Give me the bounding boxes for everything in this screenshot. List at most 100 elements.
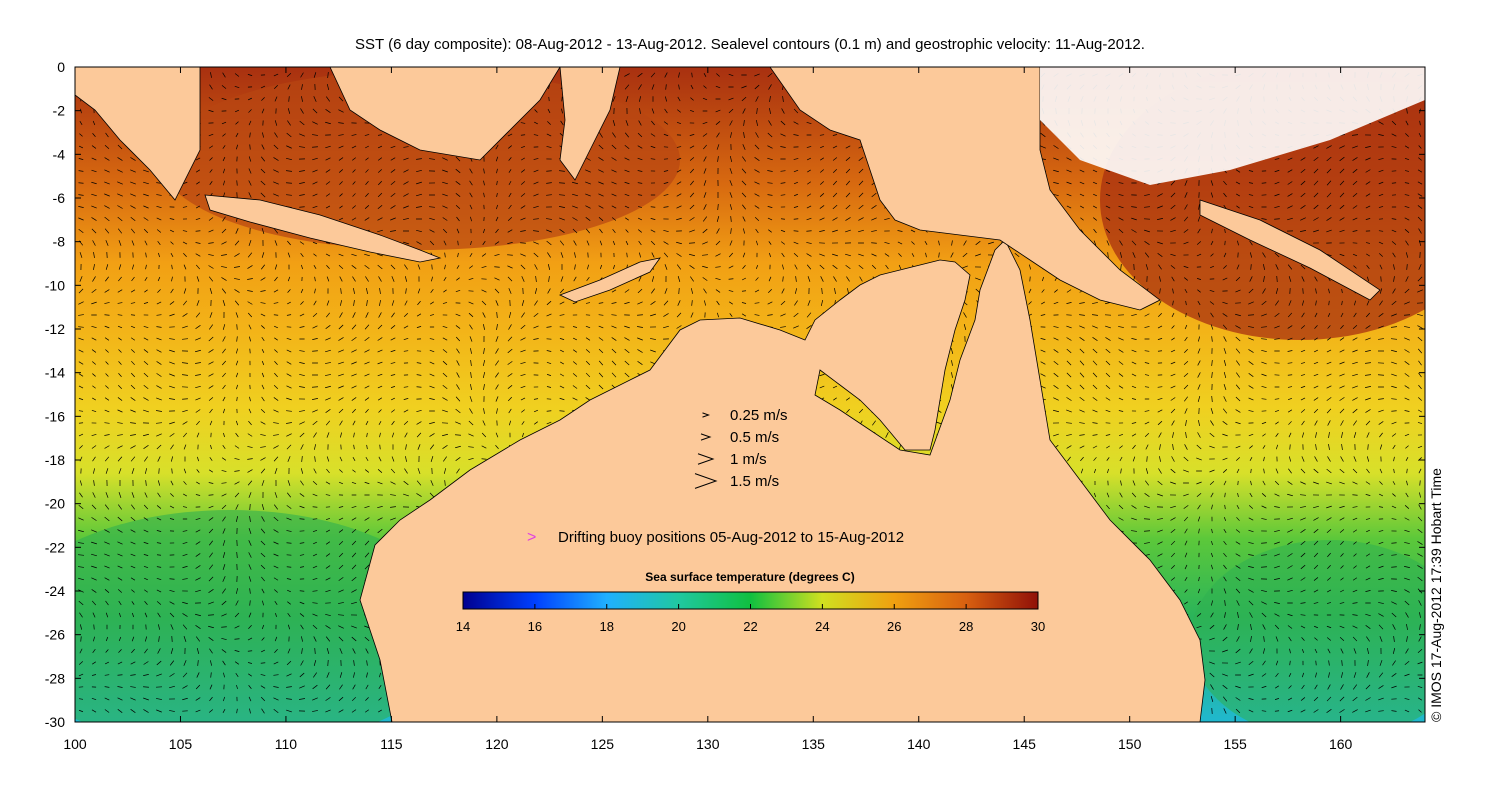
velocity-arrow (1157, 541, 1163, 545)
velocity-arrow (169, 589, 175, 593)
velocity-arrow (143, 433, 149, 437)
velocity-arrow (117, 216, 123, 222)
velocity-arrow (1339, 180, 1345, 186)
velocity-arrow (130, 409, 136, 413)
velocity-arrow (105, 240, 109, 246)
velocity-arrow (1092, 434, 1098, 436)
velocity-arrow (689, 168, 695, 174)
velocity-arrow (338, 253, 344, 257)
velocity-arrow (1300, 397, 1306, 401)
velocity-arrow (208, 109, 214, 113)
velocity-arrow (390, 230, 396, 232)
velocity-arrow (117, 157, 123, 161)
velocity-arrow (1248, 554, 1254, 556)
velocity-arrow (455, 408, 461, 414)
velocity-arrow (637, 72, 643, 78)
velocity-arrow (1131, 517, 1137, 521)
velocity-arrow (209, 181, 213, 185)
velocity-arrow (611, 314, 617, 316)
velocity-arrow (1157, 529, 1163, 533)
velocity-arrow (496, 323, 498, 331)
velocity-arrow (507, 276, 513, 282)
velocity-arrow (325, 553, 331, 557)
velocity-arrow (364, 134, 370, 136)
velocity-arrow (312, 205, 318, 209)
velocity-arrow (1313, 397, 1319, 401)
velocity-arrow (351, 336, 357, 342)
velocity-arrow (1313, 204, 1319, 210)
velocity-arrow (1339, 217, 1345, 221)
velocity-arrow (236, 551, 238, 559)
velocity-arrow (858, 192, 864, 198)
velocity-arrow (611, 157, 617, 161)
velocity-arrow (585, 193, 591, 197)
velocity-arrow (405, 276, 407, 282)
velocity-arrow (1378, 158, 1384, 160)
velocity-arrow (364, 397, 370, 401)
velocity-arrow (1287, 625, 1293, 629)
velocity-arrow (117, 169, 123, 173)
velocity-arrow (1223, 552, 1227, 558)
velocity-arrow (364, 528, 370, 534)
velocity-arrow (143, 529, 149, 533)
velocity-arrow (1365, 518, 1371, 520)
velocity-arrow (1066, 434, 1072, 436)
velocity-arrow (522, 432, 524, 438)
velocity-arrow (338, 529, 344, 533)
velocity-arrow (1406, 636, 1408, 642)
velocity-arrow (455, 396, 461, 402)
velocity-arrow (1352, 217, 1358, 221)
velocity-arrow (742, 156, 746, 162)
velocity-arrow (234, 300, 240, 306)
velocity-arrow (325, 565, 331, 569)
velocity-arrow (364, 145, 370, 149)
velocity-arrow (235, 372, 239, 378)
velocity-arrow (859, 276, 863, 282)
velocity-arrow (143, 445, 149, 449)
velocity-arrow (169, 338, 175, 340)
velocity-arrow (1105, 205, 1111, 209)
velocity-arrow (950, 252, 954, 258)
velocity-arrow (156, 205, 162, 209)
velocity-arrow (236, 396, 238, 402)
velocity-arrow (222, 72, 226, 78)
velocity-arrow (963, 240, 967, 246)
velocity-arrow (469, 408, 473, 414)
velocity-arrow (1352, 180, 1358, 186)
velocity-arrow (1417, 216, 1423, 222)
velocity-arrow (104, 553, 110, 557)
velocity-arrow (689, 109, 695, 113)
velocity-arrow (442, 384, 448, 390)
velocity-arrow (351, 505, 357, 509)
velocity-arrow (1391, 182, 1397, 184)
velocity-arrow (325, 96, 331, 102)
velocity-arrow (325, 625, 331, 629)
velocity-arrow (235, 588, 239, 594)
velocity-arrow (1105, 434, 1111, 436)
velocity-arrow (79, 121, 83, 125)
velocity-arrow (962, 265, 968, 269)
velocity-arrow (351, 253, 357, 257)
velocity-arrow (1313, 192, 1319, 198)
velocity-arrow (261, 384, 265, 390)
velocity-arrow (221, 121, 227, 125)
velocity-arrow (807, 300, 811, 306)
velocity-arrow (91, 228, 97, 234)
velocity-arrow (377, 505, 383, 509)
velocity-arrow (325, 420, 331, 426)
velocity-arrow (260, 528, 266, 534)
velocity-arrow (105, 349, 109, 353)
velocity-arrow (1170, 564, 1176, 570)
velocity-arrow (91, 193, 97, 197)
velocity-arrow (1327, 456, 1331, 462)
velocity-arrow (1170, 385, 1176, 389)
velocity-arrow (470, 360, 472, 366)
velocity-arrow (416, 409, 422, 413)
velocity-arrow (1080, 217, 1084, 221)
velocity-arrow (234, 492, 240, 498)
velocity-arrow (1366, 265, 1370, 269)
velocity-arrow (832, 192, 838, 198)
velocity-arrow (598, 360, 604, 366)
velocity-arrow (457, 240, 459, 246)
velocity-arrow (951, 372, 953, 378)
